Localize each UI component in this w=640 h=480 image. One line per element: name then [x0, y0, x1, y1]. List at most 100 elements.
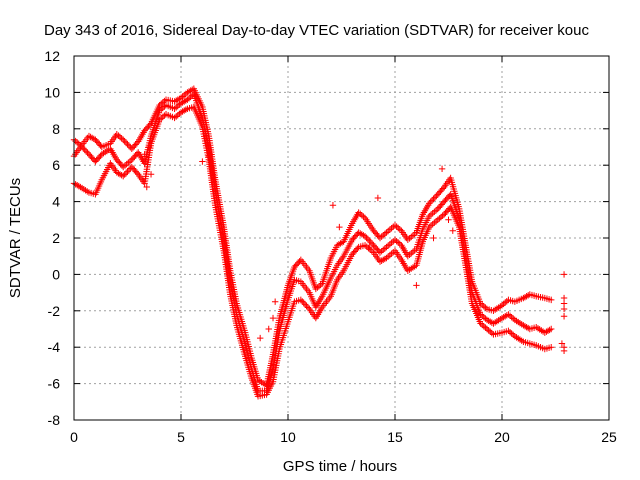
data-marker-trace-a [395, 224, 402, 232]
data-marker-extra [560, 347, 568, 355]
data-marker-trace-b [181, 98, 188, 105]
data-marker-extra [374, 194, 382, 202]
data-marker-trace-c [171, 114, 178, 122]
data-marker-trace-c [158, 115, 165, 122]
data-marker-trace-b [485, 317, 492, 325]
x-tick-label: 10 [280, 429, 296, 445]
data-marker-trace-b [357, 230, 364, 237]
data-marker-trace-b [546, 326, 553, 334]
data-marker-extra [141, 151, 148, 158]
data-marker-trace-a [85, 132, 93, 140]
data-marker-trace-a [482, 304, 489, 311]
data-marker-trace-a [124, 141, 131, 148]
data-marker-trace-c [434, 216, 441, 223]
data-marker-trace-a [182, 90, 190, 97]
data-marker-trace-b [482, 315, 489, 322]
data-marker-trace-b [182, 97, 190, 104]
data-marker-trace-a [381, 230, 389, 238]
data-marker-trace-c [482, 324, 489, 331]
data-marker-trace-a [335, 241, 343, 248]
data-marker-trace-a [428, 197, 436, 204]
data-marker-trace-c [548, 344, 555, 351]
data-marker-trace-a [523, 293, 530, 300]
data-marker-trace-c [429, 220, 436, 228]
data-marker-trace-b [544, 327, 552, 335]
x-tick-label: 5 [177, 429, 185, 445]
data-marker-trace-c [487, 328, 494, 335]
data-marker-trace-c [480, 323, 488, 330]
data-marker-trace-b [75, 140, 83, 148]
data-marker-trace-b [505, 311, 512, 318]
data-marker-trace-b [393, 237, 400, 245]
data-marker-trace-a [118, 135, 125, 142]
data-marker-trace-c [508, 330, 515, 337]
data-marker-extra [205, 152, 213, 160]
data-marker-trace-b [520, 322, 527, 329]
data-marker-trace-b [368, 240, 376, 247]
data-marker-trace-c [388, 250, 395, 257]
data-marker-trace-a [498, 302, 506, 309]
data-marker-trace-a [380, 232, 387, 239]
data-marker-trace-b [171, 105, 178, 112]
data-marker-trace-c [380, 256, 387, 264]
data-marker-trace-c [386, 251, 394, 259]
data-marker-trace-a [161, 97, 168, 105]
data-marker-trace-b [159, 104, 167, 112]
data-marker-trace-a [408, 233, 415, 241]
data-marker-trace-c [120, 172, 127, 180]
data-marker-trace-c [121, 171, 128, 178]
data-marker-trace-c [300, 299, 307, 307]
data-marker-trace-c [437, 213, 445, 221]
data-marker-trace-b [81, 146, 88, 153]
data-marker-trace-a [88, 134, 96, 142]
data-marker-trace-c [172, 113, 180, 120]
data-marker-extra [265, 325, 272, 333]
data-marker-extra [560, 271, 568, 278]
data-marker-trace-a [156, 101, 163, 109]
data-marker-trace-a [433, 192, 440, 200]
data-marker-trace-a [181, 91, 188, 99]
data-marker-trace-b [391, 236, 399, 244]
data-marker-trace-c [301, 301, 309, 308]
data-marker-trace-c [431, 219, 438, 226]
data-marker-trace-a [479, 301, 486, 309]
grid-lines [74, 56, 609, 420]
data-marker-trace-a [520, 294, 527, 302]
data-marker-trace-c [485, 327, 492, 334]
data-marker-trace-c [477, 320, 484, 327]
data-marker-trace-c [354, 245, 361, 252]
data-marker-trace-b [78, 143, 86, 150]
data-marker-trace-b [500, 313, 507, 321]
data-marker-trace-b [376, 249, 384, 256]
y-tick-label: 4 [52, 194, 60, 210]
y-tick-label: 8 [52, 121, 60, 137]
data-marker-trace-c [133, 169, 141, 177]
data-marker-trace-b [388, 239, 395, 246]
data-marker-trace-c [299, 298, 306, 305]
data-marker-trace-a [439, 185, 447, 192]
data-marker-extra [269, 314, 277, 322]
y-tick-label: -2 [48, 303, 61, 319]
data-marker-trace-c [488, 329, 496, 337]
data-marker-extra [366, 243, 373, 251]
data-marker-extra [445, 216, 452, 223]
data-marker-trace-b [77, 141, 84, 149]
data-marker-trace-a [426, 200, 433, 207]
data-marker-extra [271, 298, 279, 305]
data-marker-trace-a [177, 94, 185, 102]
y-tick-label: -8 [48, 412, 61, 428]
data-marker-trace-b [177, 100, 185, 107]
data-marker-trace-b [541, 329, 548, 336]
data-marker-trace-b [185, 95, 193, 102]
data-marker-trace-b [378, 247, 385, 255]
data-marker-trace-a [503, 298, 511, 305]
data-marker-trace-c [439, 212, 446, 219]
data-marker-trace-b [380, 246, 387, 254]
data-marker-trace-c [436, 215, 443, 222]
data-marker-extra [449, 227, 456, 234]
data-marker-trace-b [480, 313, 488, 321]
data-marker-trace-c [75, 182, 83, 190]
data-marker-extra [145, 143, 153, 151]
data-marker-trace-c [365, 244, 372, 252]
